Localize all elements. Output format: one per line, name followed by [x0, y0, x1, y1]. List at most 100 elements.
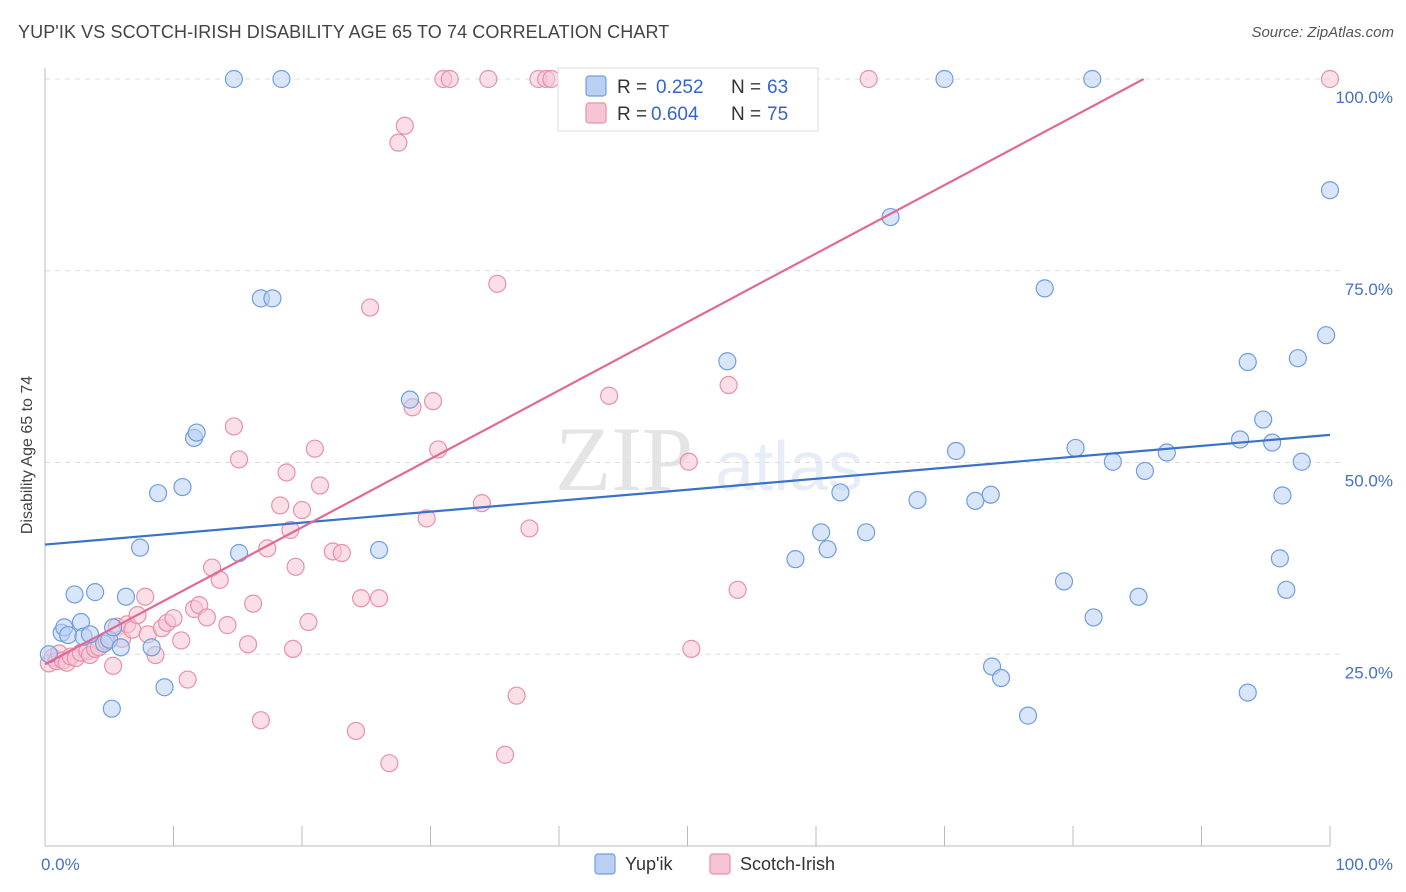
yupik-point — [1018, 706, 1038, 725]
scotch-irish-point — [197, 608, 217, 627]
scotch-irish-point — [682, 639, 701, 658]
legend-swatch-scotch-irish — [585, 102, 607, 124]
scotch-irish-point — [244, 594, 263, 613]
yupik-trend-line — [44, 433, 1331, 546]
scotch-irish-point — [728, 580, 747, 599]
yupik-point — [946, 441, 966, 461]
scotch-irish-point — [859, 69, 878, 89]
yupik-point — [1129, 587, 1148, 606]
bottom-legend-scotch-irish: Scotch-Irish — [740, 854, 835, 874]
watermark: ZIP atlas — [555, 408, 863, 510]
legend-scotch-irish-r-value: 0.604 — [651, 104, 699, 125]
legend-yupik-n-value: 63 — [767, 77, 788, 98]
scotch-irish-point — [251, 711, 270, 730]
yupik-point — [1157, 443, 1176, 462]
yupik-point — [59, 625, 78, 645]
legend-scotch-irish-r-label: R = — [617, 104, 647, 125]
chart-title: YUP'IK VS SCOTCH-IRISH DISABILITY AGE 65… — [18, 22, 670, 42]
scotch-irish-point — [389, 133, 408, 152]
yupik-points — [39, 69, 1340, 725]
scotch-irish-point — [310, 476, 330, 495]
scotch-irish-point — [395, 116, 414, 135]
yupik-point — [187, 423, 206, 442]
bottom-legend-swatch-yupik — [594, 853, 616, 875]
scotch-irish-point — [299, 612, 318, 632]
scotch-irish-point — [218, 616, 237, 635]
scotch-irish-point — [346, 721, 366, 741]
scotch-irish-point — [423, 392, 443, 411]
yupik-point — [966, 491, 985, 510]
yupik-point — [263, 289, 282, 308]
scotch-irish-point — [719, 375, 738, 395]
scotch-irish-point — [136, 587, 155, 606]
scotch-irish-point — [440, 69, 459, 89]
yupik-point — [272, 69, 291, 89]
yupik-point — [857, 523, 876, 542]
legend-scotch-irish-n-value: 75 — [767, 104, 788, 125]
yupik-point — [111, 638, 130, 657]
scotch-irish-point — [507, 686, 526, 705]
scotch-irish-point — [164, 609, 183, 628]
yupik-point — [1254, 410, 1273, 429]
legend-yupik-r-label: R = — [617, 77, 647, 98]
yupik-point — [1084, 608, 1103, 627]
yupik-point — [981, 485, 1000, 504]
y-tick-label: 100.0% — [1335, 88, 1393, 107]
yupik-point — [818, 540, 837, 559]
scotch-irish-point — [417, 509, 436, 528]
grid-lines — [45, 78, 1340, 655]
yupik-point — [908, 490, 927, 510]
scotch-irish-point — [679, 452, 698, 471]
x-tick-label: 100.0% — [1335, 855, 1393, 874]
axes — [44, 68, 1331, 847]
yupik-point — [1238, 352, 1257, 372]
yupik-point — [116, 587, 136, 606]
yupik-point — [155, 678, 174, 697]
yupik-point — [173, 477, 192, 497]
yupik-point — [1320, 181, 1340, 200]
yupik-point — [991, 668, 1011, 688]
yupik-point — [400, 390, 420, 409]
yupik-point — [812, 523, 831, 542]
scotch-irish-point — [495, 745, 515, 764]
scotch-irish-point — [238, 635, 258, 654]
yupik-point — [1292, 452, 1311, 471]
y-tick-label: 25.0% — [1345, 663, 1393, 682]
legend-scotch-irish-n-label: N = — [731, 104, 761, 125]
scotch-irish-point — [224, 417, 243, 436]
yupik-point — [229, 543, 249, 563]
scotch-irish-points — [39, 69, 1340, 773]
yupik-point — [1103, 452, 1122, 471]
bottom-legend-yupik: Yup'ik — [625, 854, 673, 874]
scotch-irish-point — [104, 656, 123, 675]
yupik-point — [1083, 69, 1102, 89]
yupik-point — [130, 538, 150, 557]
trend-lines — [44, 78, 1331, 666]
yupik-point — [1230, 430, 1250, 449]
scotch-irish-point — [229, 450, 249, 469]
yupik-point — [224, 69, 243, 89]
scotch-irish-point — [283, 639, 303, 658]
watermark-zip: ZIP — [555, 408, 693, 510]
scotch-irish-trend-line — [44, 78, 1145, 666]
yupik-point — [718, 352, 737, 371]
series-legend: Yup'ik Scotch-Irish — [594, 853, 835, 875]
scotch-irish-point — [271, 496, 290, 515]
scotch-irish-point — [277, 463, 296, 482]
yupik-point — [370, 540, 389, 560]
legend-yupik-r-value: 0.252 — [656, 77, 704, 98]
yupik-point — [1066, 438, 1085, 458]
yupik-point — [65, 585, 84, 604]
yupik-point — [1035, 279, 1054, 298]
source-label: Source: ZipAtlas.com — [1251, 24, 1394, 41]
scotch-irish-point — [352, 589, 371, 608]
y-tick-label: 50.0% — [1345, 472, 1393, 491]
scotch-irish-point — [332, 543, 351, 563]
yupik-point — [1054, 572, 1074, 591]
scotch-irish-point — [380, 754, 399, 773]
scotch-irish-point — [178, 670, 197, 689]
yupik-point — [1317, 326, 1336, 345]
scotch-irish-point — [305, 439, 324, 458]
scotch-irish-point — [488, 274, 507, 293]
